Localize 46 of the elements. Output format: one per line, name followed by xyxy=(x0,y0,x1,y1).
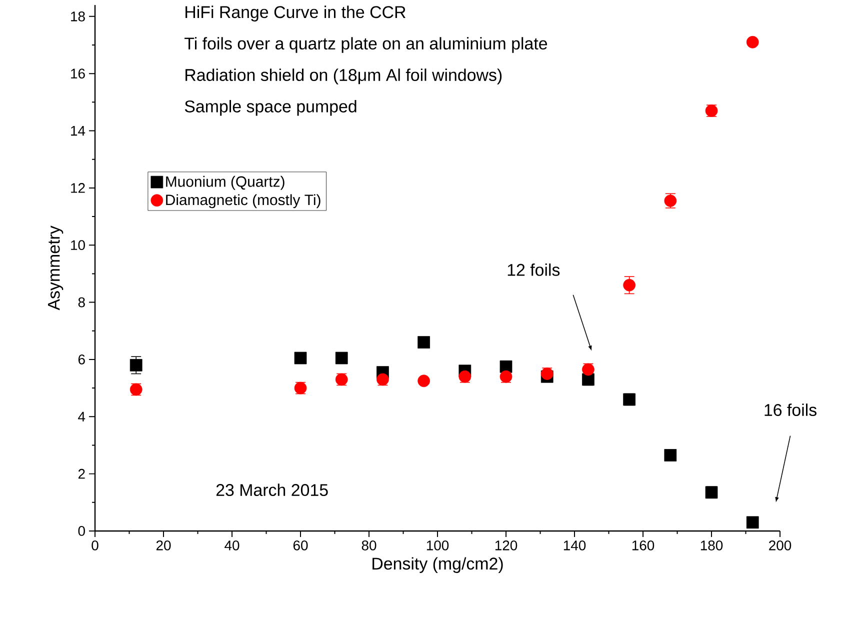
x-tick-label: 160 xyxy=(632,540,654,550)
annotation: 16 foils xyxy=(764,404,816,416)
y-tick-label: 8 xyxy=(78,297,85,308)
chart-title: HiFi Range Curve in the CCR xyxy=(186,6,406,22)
y-tick-label: 14 xyxy=(71,126,86,136)
legend-label: Muonium (Quartz) xyxy=(166,176,284,190)
point xyxy=(746,516,759,529)
point xyxy=(335,352,348,364)
point xyxy=(746,36,759,48)
point xyxy=(623,278,636,292)
x-tick-label: 120 xyxy=(495,540,518,550)
annotation: 12 foils xyxy=(508,263,560,276)
annotation: 23 March 2015 xyxy=(216,484,328,496)
point xyxy=(664,449,677,462)
x-tick-label: 200 xyxy=(769,540,792,550)
y-tick-label: 12 xyxy=(71,183,85,193)
y-tick-label: 4 xyxy=(78,412,86,422)
annotation: Ti foils over a quartz plate on an aluminium plate xyxy=(184,37,548,53)
legend-label: Diamagnetic (mostly Ti) xyxy=(166,194,320,208)
point xyxy=(500,370,512,383)
point xyxy=(418,374,430,388)
y-axis-title: Asymmetry xyxy=(48,226,64,310)
x-axis-title: Density (mg/cm2) xyxy=(372,557,503,573)
point xyxy=(418,336,430,348)
point xyxy=(376,373,389,386)
y-tick-label: 2 xyxy=(78,468,85,479)
x-tick-label: 60 xyxy=(293,540,308,550)
x-tick-label: 140 xyxy=(564,540,586,550)
point xyxy=(130,359,142,372)
x-tick-label: 20 xyxy=(156,540,171,550)
x-tick-label: 80 xyxy=(362,540,376,550)
point xyxy=(294,352,307,364)
x-tick-label: 0 xyxy=(92,540,98,550)
point xyxy=(540,368,554,380)
point xyxy=(458,370,472,383)
x-tick-label: 100 xyxy=(426,540,449,550)
y-tick-label: 6 xyxy=(78,354,85,364)
annotation: Radiation shield on (18μm Al foil windows) xyxy=(186,68,502,84)
y-tick-label: 18 xyxy=(71,11,85,22)
y-tick-label: 10 xyxy=(71,240,85,250)
annotation: Sample space pumped xyxy=(184,100,356,116)
y-tick-label: 16 xyxy=(71,68,85,79)
y-tick-label: 0 xyxy=(78,526,85,536)
x-tick-label: 180 xyxy=(700,540,723,550)
x-tick-label: 40 xyxy=(224,540,240,550)
point xyxy=(500,360,512,373)
